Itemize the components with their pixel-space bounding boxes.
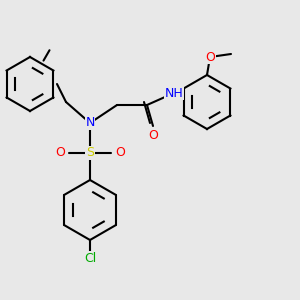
- Text: O: O: [115, 146, 125, 160]
- Text: O: O: [205, 50, 215, 64]
- Text: S: S: [86, 146, 94, 160]
- Text: NH: NH: [165, 86, 183, 100]
- Text: Cl: Cl: [84, 251, 96, 265]
- Text: O: O: [148, 128, 158, 142]
- Text: O: O: [55, 146, 65, 160]
- Text: N: N: [85, 116, 95, 130]
